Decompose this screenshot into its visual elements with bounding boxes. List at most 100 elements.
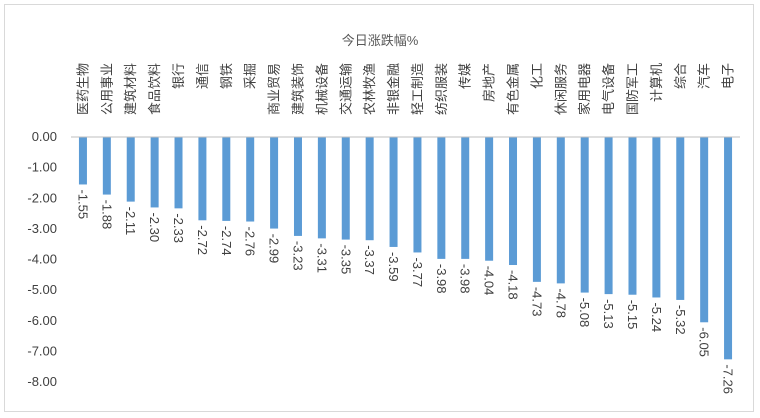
y-tick-label: -2.00 bbox=[27, 190, 57, 205]
category-label: 建筑材料 bbox=[123, 63, 139, 115]
category-label: 医药生物 bbox=[76, 63, 91, 115]
category-label: 轻工制造 bbox=[411, 63, 426, 115]
bar bbox=[341, 137, 350, 240]
bars bbox=[78, 137, 733, 360]
bar bbox=[198, 137, 207, 221]
bar bbox=[652, 137, 661, 298]
value-label: -3.37 bbox=[362, 245, 377, 275]
category-label: 房地产 bbox=[482, 63, 498, 102]
category-label: 化工 bbox=[530, 63, 545, 89]
bar bbox=[389, 137, 398, 247]
value-label: -2.33 bbox=[171, 213, 186, 243]
bar bbox=[222, 137, 231, 221]
bar-chart: 今日涨跌幅% 0.00 -1.00 -2.00 -3.00 -4.00 -5.00 -6.0… bbox=[27, 33, 740, 394]
bar bbox=[102, 137, 111, 195]
category-label: 公用事业 bbox=[100, 63, 115, 115]
category-label: 汽车 bbox=[697, 63, 713, 89]
value-labels: -1.55 -1.88 -2.11 -2.30 -2.33 -2.72 -2.74 -2.76… bbox=[75, 189, 735, 394]
value-label: -2.30 bbox=[147, 212, 162, 242]
bar bbox=[628, 137, 637, 295]
category-label: 国防军工 bbox=[625, 63, 641, 115]
category-label: 纺织服装 bbox=[435, 63, 450, 115]
value-label: -3.77 bbox=[410, 257, 425, 287]
y-tick-label: -6.00 bbox=[27, 313, 57, 328]
y-tick-label: -8.00 bbox=[27, 374, 57, 389]
bar bbox=[700, 137, 709, 323]
category-label: 钢铁 bbox=[220, 63, 235, 89]
bar bbox=[126, 137, 135, 202]
category-label: 非银金融 bbox=[386, 63, 402, 115]
category-label: 商业贸易 bbox=[268, 63, 283, 115]
bar bbox=[150, 137, 159, 208]
bar bbox=[485, 137, 494, 261]
y-tick-label: -5.00 bbox=[27, 282, 57, 297]
value-label: -5.32 bbox=[673, 305, 688, 335]
value-label: -5.15 bbox=[625, 300, 640, 330]
category-label: 农林牧渔 bbox=[363, 63, 378, 115]
bar bbox=[580, 137, 589, 293]
bar bbox=[532, 137, 541, 282]
chart-title: 今日涨跌幅% bbox=[342, 33, 419, 48]
value-label: -7.26 bbox=[721, 364, 736, 394]
value-label: -5.08 bbox=[577, 298, 592, 328]
value-label: -3.98 bbox=[458, 264, 473, 294]
category-label: 建筑装饰 bbox=[290, 63, 306, 115]
value-label: -2.74 bbox=[219, 226, 234, 256]
category-label: 综合 bbox=[674, 63, 689, 89]
category-label: 食品饮料 bbox=[147, 63, 163, 115]
bar bbox=[461, 137, 470, 259]
category-labels: 医药生物 公用事业 建筑材料 食品饮料 银行 通信 钢铁 采掘 商业贸易 建筑装饰 机械设备 交通运输… bbox=[76, 63, 736, 115]
value-label: -3.31 bbox=[314, 243, 329, 273]
value-label: -3.98 bbox=[434, 264, 449, 294]
value-label: -2.99 bbox=[267, 234, 282, 264]
y-tick-label: -1.00 bbox=[27, 160, 57, 175]
bar bbox=[174, 137, 183, 209]
category-label: 交通运输 bbox=[338, 63, 354, 115]
bar bbox=[78, 137, 87, 185]
category-label: 电气设备 bbox=[601, 63, 617, 115]
value-label: -2.11 bbox=[123, 207, 138, 236]
category-label: 计算机 bbox=[650, 63, 665, 102]
value-label: -5.24 bbox=[649, 302, 664, 332]
value-label: -6.05 bbox=[697, 327, 712, 357]
value-label: -2.72 bbox=[195, 225, 210, 255]
category-label: 休闲服务 bbox=[553, 63, 569, 115]
value-label: -4.78 bbox=[553, 288, 568, 318]
bar bbox=[365, 137, 374, 241]
category-label: 传媒 bbox=[459, 63, 474, 89]
bar bbox=[676, 137, 685, 300]
value-label: -4.18 bbox=[506, 270, 521, 300]
value-label: -3.35 bbox=[338, 245, 353, 275]
bar bbox=[270, 137, 279, 229]
y-axis: 0.00 -1.00 -2.00 -3.00 -4.00 -5.00 -6.00 -7.00 -… bbox=[27, 129, 57, 389]
category-label: 家用电器 bbox=[577, 63, 593, 115]
bar bbox=[724, 137, 733, 360]
category-label: 有色金属 bbox=[506, 63, 522, 115]
bar bbox=[437, 137, 446, 259]
bar bbox=[293, 137, 302, 236]
value-label: -4.04 bbox=[482, 266, 497, 296]
value-label: -3.23 bbox=[290, 241, 305, 271]
category-label: 采掘 bbox=[244, 63, 259, 89]
bar bbox=[246, 137, 255, 222]
value-label: -1.55 bbox=[75, 189, 90, 219]
bar bbox=[413, 137, 422, 253]
value-label: -1.88 bbox=[99, 200, 114, 230]
chart-frame: 今日涨跌幅% 0.00 -1.00 -2.00 -3.00 -4.00 -5.00 -6.0… bbox=[4, 4, 754, 412]
value-label: -5.13 bbox=[601, 299, 616, 329]
category-label: 通信 bbox=[196, 63, 211, 89]
y-tick-label: -7.00 bbox=[27, 343, 57, 358]
y-tick-label: -4.00 bbox=[27, 252, 57, 267]
category-label: 银行 bbox=[172, 63, 187, 89]
y-tick-label: -3.00 bbox=[27, 221, 57, 236]
category-label: 机械设备 bbox=[314, 63, 330, 115]
value-label: -2.76 bbox=[243, 227, 258, 257]
bar bbox=[604, 137, 613, 295]
bar bbox=[317, 137, 326, 239]
y-tick-label: 0.00 bbox=[32, 129, 57, 144]
bar bbox=[509, 137, 518, 266]
category-label: 电子 bbox=[722, 63, 737, 89]
value-label: -3.59 bbox=[386, 252, 401, 282]
value-label: -4.73 bbox=[529, 287, 544, 317]
bar bbox=[556, 137, 565, 284]
